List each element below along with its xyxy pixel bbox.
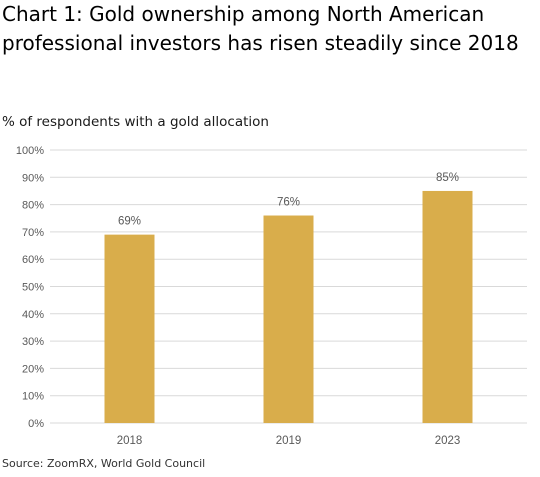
y-tick-label: 30% [22,336,44,348]
x-tick-label: 2019 [276,435,302,447]
y-tick-label: 20% [22,363,44,375]
chart-title: Chart 1: Gold ownership among North Amer… [2,2,519,55]
data-label: 69% [118,216,141,228]
chart-subtitle: % of respondents with a gold allocation [2,114,269,130]
y-tick-label: 100% [16,145,44,157]
data-label: 85% [436,172,459,184]
y-tick-label: 10% [22,391,44,403]
y-tick-label: 0% [28,418,44,430]
y-tick-label: 50% [22,282,44,294]
y-tick-label: 70% [22,227,44,239]
bar [104,234,155,423]
y-tick-label: 60% [22,254,44,266]
y-tick-label: 40% [22,309,44,321]
x-tick-label: 2023 [435,435,461,447]
data-label: 76% [277,197,300,209]
y-tick-label: 90% [22,172,44,184]
source-note: Source: ZoomRX, World Gold Council [2,457,206,470]
y-tick-label: 80% [22,200,44,212]
x-tick-label: 2018 [117,435,143,447]
bar [263,215,314,423]
bar [422,190,473,423]
